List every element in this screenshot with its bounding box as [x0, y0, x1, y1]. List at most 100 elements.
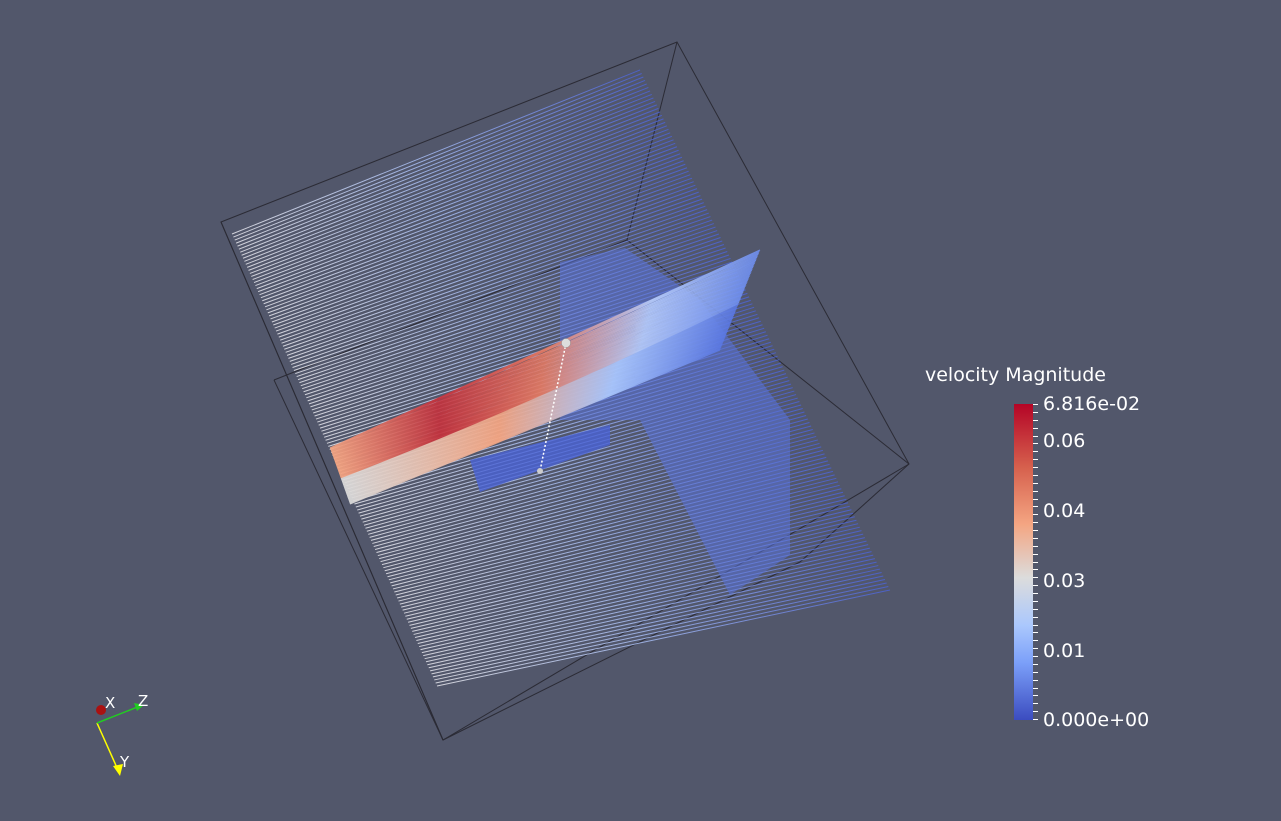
streamline [235, 80, 646, 244]
jet-streamline [333, 269, 753, 460]
streamline [427, 565, 879, 666]
legend-tick-label: 0.04 [1043, 500, 1086, 522]
legend-tick-label: 0.01 [1043, 640, 1086, 662]
streamline [297, 237, 721, 381]
streamline [420, 547, 870, 651]
streamline [284, 202, 704, 350]
legend-ticks [1033, 404, 1038, 720]
jet-streamline [339, 295, 742, 475]
streamline [277, 184, 696, 335]
streamline [259, 139, 674, 296]
streamline [266, 156, 683, 311]
axis-y-label: Y [120, 753, 130, 771]
streamline [421, 551, 872, 654]
streamline [419, 544, 869, 648]
jet-streamline [337, 288, 745, 471]
jet-streamline [337, 287, 746, 470]
jet-streamline [343, 320, 732, 489]
streamline [417, 540, 867, 645]
jet-streamline [341, 305, 738, 481]
jet-streamline [331, 256, 758, 453]
jet-streamline [347, 336, 726, 498]
jet-streamline [349, 349, 721, 505]
jet-streamline [344, 323, 731, 490]
jet-streamlines [329, 249, 761, 505]
jet-streamline [341, 307, 738, 482]
jet-streamline [348, 345, 722, 503]
jet-streamline [336, 284, 747, 469]
streamline [434, 582, 887, 681]
legend-title: velocity Magnitude [925, 364, 1106, 386]
streamline [256, 132, 671, 290]
streamline [253, 125, 668, 284]
streamline [264, 153, 681, 308]
streamline [255, 128, 669, 287]
streamline [278, 188, 698, 338]
jet-streamline [332, 262, 756, 456]
jet-streamline [334, 274, 751, 463]
streamline [263, 149, 679, 305]
streamline [271, 170, 689, 323]
streamline [289, 216, 711, 362]
streamline [285, 205, 706, 353]
streamline [281, 195, 701, 344]
streamline [241, 93, 652, 256]
jet-streamline [334, 275, 750, 464]
streamline [293, 226, 716, 371]
streamline [248, 111, 661, 271]
streamline [267, 160, 684, 314]
jet-streamline [336, 281, 748, 467]
streamline [423, 554, 874, 657]
jet-streamline [341, 308, 737, 482]
seed-line-widget[interactable] [537, 338, 571, 475]
streamline [416, 537, 865, 641]
streamline [424, 558, 876, 660]
streamline [275, 181, 694, 332]
jet-streamline [336, 282, 747, 468]
streamline [282, 198, 703, 347]
streamline [238, 86, 649, 250]
legend-max-label: 6.816e-02 [1043, 393, 1141, 415]
legend-color-bar [1014, 404, 1033, 720]
streamline [260, 142, 676, 299]
jet-streamline [337, 290, 745, 472]
jet-streamline [339, 297, 742, 476]
jet-streamline [339, 300, 740, 477]
jet-streamline [334, 272, 751, 462]
jet-streamline [345, 327, 729, 493]
jet-streamline [346, 334, 727, 497]
streamline [435, 586, 889, 684]
seed-handle-bottom[interactable] [537, 468, 543, 474]
streamline [295, 230, 718, 375]
streamline [432, 579, 886, 678]
jet-streamline [333, 268, 753, 460]
streamline [273, 174, 691, 326]
streamline [240, 90, 651, 253]
streamline [279, 191, 699, 341]
jet-streamline [343, 317, 734, 487]
jet-streamline [329, 249, 761, 449]
streamline [262, 146, 678, 302]
jet-streamline [347, 337, 725, 499]
jet-streamline [338, 291, 744, 473]
jet-streamline [346, 332, 728, 495]
streamline [246, 107, 659, 268]
jet-streamline [332, 261, 756, 456]
axis-x-label: X [105, 694, 116, 712]
streamline [430, 572, 882, 672]
streamline [233, 73, 642, 238]
streamline [268, 163, 686, 317]
streamline [274, 177, 693, 329]
jet-streamline [330, 252, 760, 451]
jet-streamline [340, 303, 739, 479]
jet-streamline [333, 266, 754, 459]
streamline [231, 69, 641, 235]
jet-streamline [346, 333, 727, 496]
jet-streamline [348, 340, 724, 500]
jet-streamline [330, 250, 760, 450]
legend-tick-label: 0.03 [1043, 570, 1086, 592]
streamline [237, 83, 647, 247]
seed-handle-top[interactable] [561, 338, 571, 348]
